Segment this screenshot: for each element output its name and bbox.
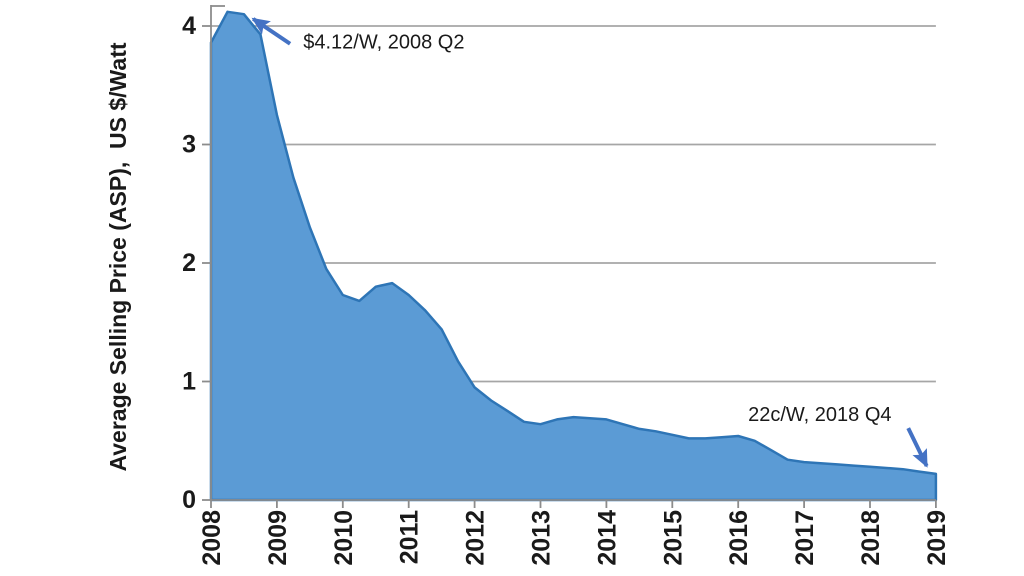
asp-area-series <box>209 10 938 502</box>
x-tick-label-2011: 2011 <box>396 510 424 564</box>
y-tick-label-4: 4 <box>182 12 196 40</box>
x-tick-label-2017: 2017 <box>791 510 819 566</box>
y-tick-label-0: 0 <box>182 486 196 514</box>
x-tick-label-2016: 2016 <box>725 510 753 566</box>
x-tick-label-2015: 2015 <box>659 510 687 566</box>
annotation-peak-arrow <box>251 17 292 46</box>
y-tick-label-3: 3 <box>182 131 196 159</box>
x-tick-label-2010: 2010 <box>330 510 358 566</box>
x-tick-label-2019: 2019 <box>923 510 951 566</box>
y-tick-label-1: 1 <box>182 368 196 396</box>
annotation-end-label: 22c/W, 2018 Q4 <box>748 404 891 426</box>
x-tick-label-2008: 2008 <box>198 510 226 566</box>
x-tick-label-2009: 2009 <box>264 510 292 566</box>
x-tick-label-2014: 2014 <box>593 510 621 566</box>
x-tick-label-2013: 2013 <box>528 510 556 566</box>
annotation-peak-label: $4.12/W, 2008 Q2 <box>303 32 464 54</box>
y-tick-label-2: 2 <box>182 249 196 277</box>
x-tick-label-2012: 2012 <box>462 510 490 566</box>
y-axis-title: Average Selling Price (ASP), US $/Watt <box>105 42 131 471</box>
x-tick-label-2018: 2018 <box>857 510 885 566</box>
annotation-end-arrow <box>906 427 929 468</box>
